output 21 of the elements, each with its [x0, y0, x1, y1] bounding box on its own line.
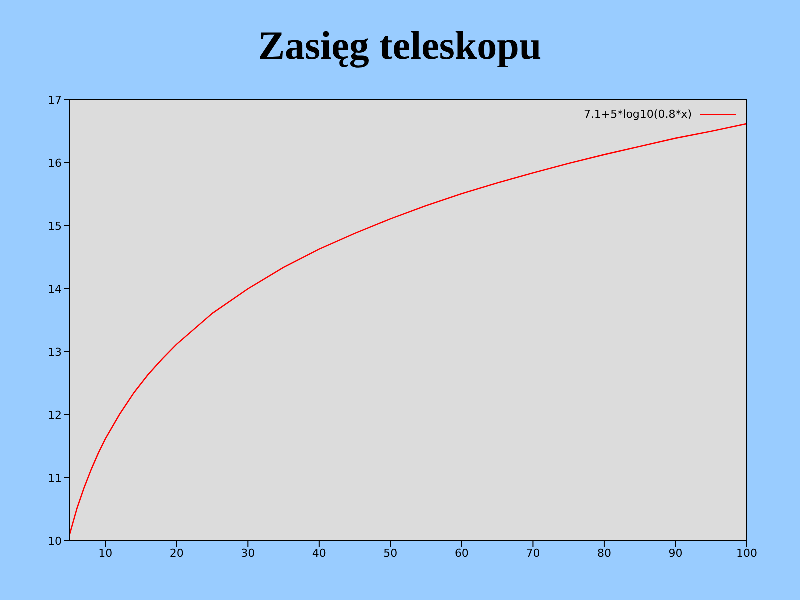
y-tick-label: 17	[48, 94, 62, 107]
x-tick-label: 60	[454, 546, 469, 560]
legend-label: 7.1+5*log10(0.8*x)	[584, 108, 692, 121]
line-series	[70, 123, 747, 535]
x-tick-label: 20	[170, 546, 184, 560]
y-tick-label: 12	[48, 408, 62, 422]
x-tick-label: 90	[668, 546, 683, 560]
x-tick-label: 30	[241, 546, 256, 560]
y-tick-label: 10	[48, 534, 62, 548]
x-tick-label: 70	[526, 546, 540, 560]
x-tick-label: 40	[312, 546, 326, 560]
x-tick-label: 80	[597, 546, 612, 560]
y-tick-label: 15	[48, 220, 62, 233]
y-tick-label: 16	[48, 156, 62, 170]
y-tick-label: 14	[48, 282, 62, 296]
y-tick-label: 13	[48, 346, 62, 359]
x-tick-label: 100	[736, 546, 758, 560]
x-tick-label: 10	[98, 546, 113, 560]
x-tick-label: 50	[384, 546, 398, 560]
y-tick-label: 11	[48, 472, 62, 485]
chart-title: Zasięg teleskopu	[257, 23, 543, 68]
